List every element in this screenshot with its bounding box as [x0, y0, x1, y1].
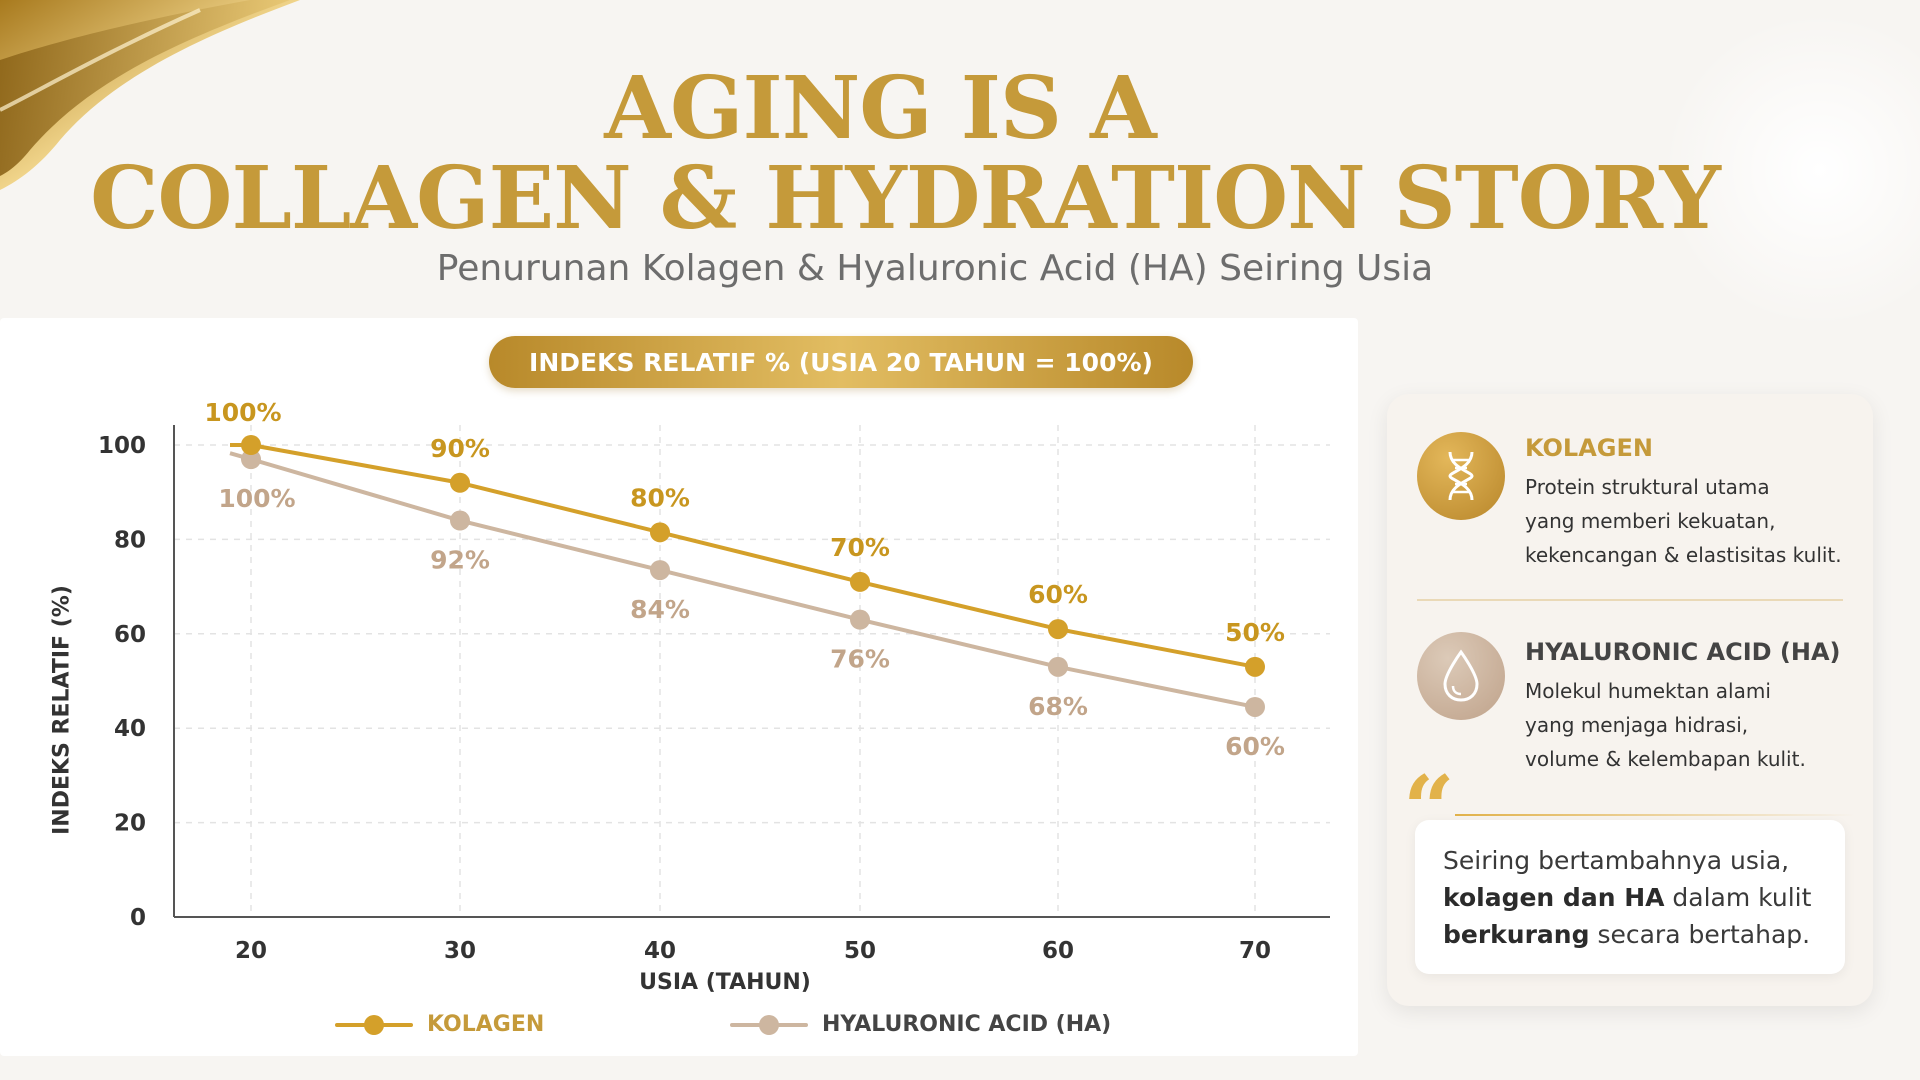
- quote-box: Seiring bertambahnya usia, kolagen dan H…: [1415, 820, 1845, 974]
- kolagen-description: Protein struktural utama yang memberi ke…: [1525, 470, 1855, 572]
- y-tick-label: 0: [130, 905, 146, 931]
- gold-ribbon-decoration: [0, 0, 300, 190]
- dna-icon: [1417, 432, 1505, 520]
- data-label-ha: 76%: [830, 645, 890, 674]
- x-tick-label: 30: [444, 938, 476, 964]
- data-label-ha: 60%: [1225, 732, 1285, 761]
- x-axis-label: USIA (TAHUN): [639, 970, 811, 995]
- data-label-kolagen: 80%: [630, 483, 690, 512]
- page-subtitle: Penurunan Kolagen & Hyaluronic Acid (HA)…: [436, 248, 1434, 289]
- data-label-kolagen: 100%: [204, 398, 281, 427]
- info-side-card: KOLAGEN Protein struktural utama yang me…: [1387, 394, 1873, 1006]
- ha-title: HYALURONIC ACID (HA): [1525, 638, 1841, 666]
- x-tick-label: 70: [1239, 938, 1271, 964]
- legend-item-ha: HYALURONIC ACID (HA): [730, 1012, 1111, 1037]
- x-tick-label: 40: [644, 938, 676, 964]
- quote-bold-1: kolagen dan HA: [1443, 883, 1665, 912]
- legend-label-ha: HYALURONIC ACID (HA): [822, 1012, 1112, 1037]
- legend-item-kolagen: KOLAGEN: [335, 1012, 544, 1037]
- legend-line-ha: [730, 1014, 808, 1035]
- kolagen-desc-line2: yang memberi kekuatan,: [1525, 509, 1776, 533]
- y-tick-label: 100: [98, 433, 146, 459]
- page-title-line2: COLLAGEN & HYDRATION STORY: [90, 148, 1721, 249]
- data-point-ha: [1245, 696, 1265, 717]
- y-tick-label: 60: [114, 622, 146, 648]
- data-label-ha: 92%: [430, 546, 490, 575]
- data-point-ha: [241, 449, 261, 470]
- x-tick-label: 20: [235, 938, 267, 964]
- chart-panel: [0, 318, 1358, 1056]
- y-axis-label: INDEKS RELATIF (%): [49, 585, 75, 835]
- y-tick-label: 20: [114, 811, 146, 837]
- ha-desc-line1: Molekul humektan alami: [1525, 679, 1771, 703]
- background-glow: [1660, 10, 1920, 330]
- data-label-kolagen: 60%: [1028, 580, 1088, 609]
- kolagen-desc-line1: Protein struktural utama: [1525, 475, 1770, 499]
- data-label-kolagen: 90%: [430, 434, 490, 463]
- data-label-kolagen: 70%: [830, 533, 890, 562]
- page-title-line1: AGING IS A: [604, 58, 1156, 159]
- legend-marker-ha: [759, 1014, 779, 1035]
- x-tick-label: 60: [1042, 938, 1074, 964]
- data-point-ha: [850, 609, 870, 630]
- kolagen-title: KOLAGEN: [1525, 434, 1653, 462]
- droplet-icon: [1417, 632, 1505, 720]
- kolagen-desc-line3: kekencangan & elastisitas kulit.: [1525, 543, 1842, 567]
- data-point-ha: [650, 560, 670, 581]
- line-chart: 0 20 40 60 80 100 20 30 40 50 60 70 100% 90% 80% 70% 60%…: [98, 398, 1330, 964]
- data-point-ha: [450, 510, 470, 531]
- y-tick-label: 80: [114, 527, 146, 553]
- data-point-ha: [1048, 656, 1068, 677]
- card-divider: [1417, 599, 1843, 601]
- ha-desc-line3: volume & kelembapan kulit.: [1525, 747, 1806, 771]
- y-tick-label: 40: [114, 716, 146, 742]
- data-point-kolagen: [1245, 656, 1265, 677]
- x-tick-label: 50: [844, 938, 876, 964]
- quote-text-1: Seiring bertambahnya usia,: [1443, 846, 1790, 875]
- quote-bold-2: berkurang: [1443, 920, 1590, 949]
- data-point-kolagen: [850, 571, 870, 592]
- data-point-kolagen: [650, 522, 670, 543]
- quote-decoration-line: [1455, 814, 1855, 816]
- y-axis-label-wrap: INDEKS RELATIF (%): [42, 580, 82, 840]
- quote-text-3: secara bertahap.: [1597, 920, 1811, 949]
- data-point-kolagen: [450, 472, 470, 493]
- legend-line-kolagen: [335, 1014, 413, 1035]
- data-point-kolagen: [1048, 619, 1068, 640]
- data-label-kolagen: 50%: [1225, 618, 1285, 647]
- ha-description: Molekul humektan alami yang menjaga hidr…: [1525, 674, 1855, 776]
- data-label-ha: 84%: [630, 595, 690, 624]
- data-point-kolagen: [241, 435, 261, 455]
- data-label-ha: 100%: [218, 484, 295, 513]
- data-label-ha: 68%: [1028, 692, 1088, 721]
- series-line-ha: [229, 451, 1256, 709]
- legend-label-kolagen: KOLAGEN: [427, 1012, 545, 1037]
- index-pill-badge: INDEKS RELATIF % (USIA 20 TAHUN = 100%): [489, 336, 1193, 388]
- quote-text-2: dalam kulit: [1672, 883, 1812, 912]
- legend-marker-kolagen: [364, 1014, 384, 1035]
- ha-desc-line2: yang menjaga hidrasi,: [1525, 713, 1749, 737]
